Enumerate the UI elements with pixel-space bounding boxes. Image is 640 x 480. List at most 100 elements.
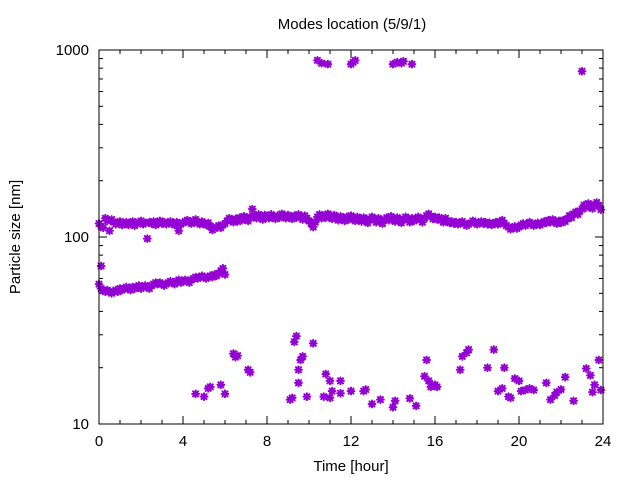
data-point: [378, 219, 387, 228]
data-point: [340, 216, 350, 226]
data-point: [327, 386, 337, 396]
data-point: [287, 393, 297, 403]
y-tick-label: 1000: [56, 42, 89, 59]
data-point: [327, 214, 337, 224]
data-point: [457, 351, 467, 361]
data-point: [493, 386, 503, 396]
data-point: [336, 388, 345, 398]
data-point: [497, 384, 507, 393]
data-point: [590, 380, 599, 390]
data-point: [245, 212, 255, 222]
data-point: [405, 394, 415, 403]
data-point: [96, 261, 106, 271]
data-point: [499, 363, 509, 373]
data-point: [298, 215, 308, 224]
data-point: [405, 217, 415, 227]
data-point: [258, 215, 268, 224]
data-point: [205, 221, 215, 231]
data-point: [418, 217, 427, 227]
data-point: [220, 389, 230, 399]
data-point: [541, 378, 551, 388]
data-point: [336, 376, 345, 386]
x-tick-label: 0: [95, 433, 103, 450]
data-point: [294, 365, 303, 375]
y-tick-label: 100: [64, 229, 89, 246]
data-point: [306, 219, 316, 228]
x-axis-label: Time [hour]: [313, 458, 388, 475]
data-point: [569, 396, 578, 406]
data-points: [94, 55, 606, 412]
data-point: [520, 385, 530, 395]
data-point: [264, 213, 274, 223]
data-point: [323, 59, 333, 69]
data-point: [376, 395, 385, 405]
chart-title: Modes location (5/9/1): [278, 16, 426, 33]
data-point: [594, 355, 604, 365]
axis-ticks: 0 4 8 12 16 20 24 10 100 1000: [56, 42, 612, 450]
data-point: [581, 202, 591, 212]
data-point: [371, 217, 381, 227]
data-point: [390, 217, 400, 226]
data-point: [510, 374, 520, 383]
data-point: [325, 376, 335, 386]
data-point: [350, 216, 360, 226]
data-point: [252, 213, 261, 223]
data-point: [411, 401, 421, 411]
data-point: [302, 392, 312, 402]
data-point: [308, 222, 318, 232]
data-point: [586, 370, 595, 380]
data-point: [275, 213, 284, 222]
data-point: [140, 218, 150, 228]
data-point: [346, 386, 356, 396]
data-point: [560, 372, 570, 382]
data-point: [577, 66, 587, 76]
data-point: [546, 395, 555, 405]
y-tick-label: 10: [72, 416, 89, 433]
data-point: [315, 210, 324, 219]
data-point: [237, 215, 247, 225]
data-point: [361, 385, 371, 394]
x-tick-label: 12: [343, 433, 360, 450]
data-point: [432, 382, 442, 392]
data-point: [98, 223, 108, 233]
data-point: [205, 382, 215, 392]
data-point: [399, 56, 408, 66]
x-tick-label: 24: [595, 433, 612, 450]
data-point: [233, 217, 242, 226]
data-point: [218, 263, 228, 273]
data-point: [581, 364, 591, 373]
data-point: [344, 215, 354, 224]
x-tick-label: 20: [511, 433, 528, 450]
data-point: [350, 55, 360, 65]
data-point: [567, 213, 576, 222]
data-point: [172, 217, 182, 227]
data-point: [464, 345, 473, 354]
data-point: [516, 386, 526, 396]
data-point: [588, 387, 597, 397]
data-point: [388, 402, 398, 412]
data-point: [455, 365, 465, 375]
data-point: [384, 215, 394, 225]
data-point: [103, 216, 112, 226]
data-point: [594, 201, 604, 211]
data-point: [529, 385, 539, 395]
data-point: [596, 205, 606, 215]
data-point: [489, 345, 499, 354]
data-point: [310, 217, 320, 227]
data-point: [388, 59, 398, 69]
data-point: [199, 392, 209, 402]
data-point: [105, 226, 114, 236]
data-point: [363, 218, 373, 228]
data-point: [317, 58, 326, 68]
data-point: [174, 226, 184, 236]
data-point: [552, 387, 562, 397]
data-point: [313, 55, 322, 65]
data-point: [220, 270, 230, 279]
data-point: [424, 376, 434, 386]
data-point: [243, 216, 253, 226]
data-point: [514, 376, 524, 386]
data-point: [392, 57, 402, 67]
data-point: [298, 351, 308, 361]
x-tick-label: 16: [427, 433, 444, 450]
